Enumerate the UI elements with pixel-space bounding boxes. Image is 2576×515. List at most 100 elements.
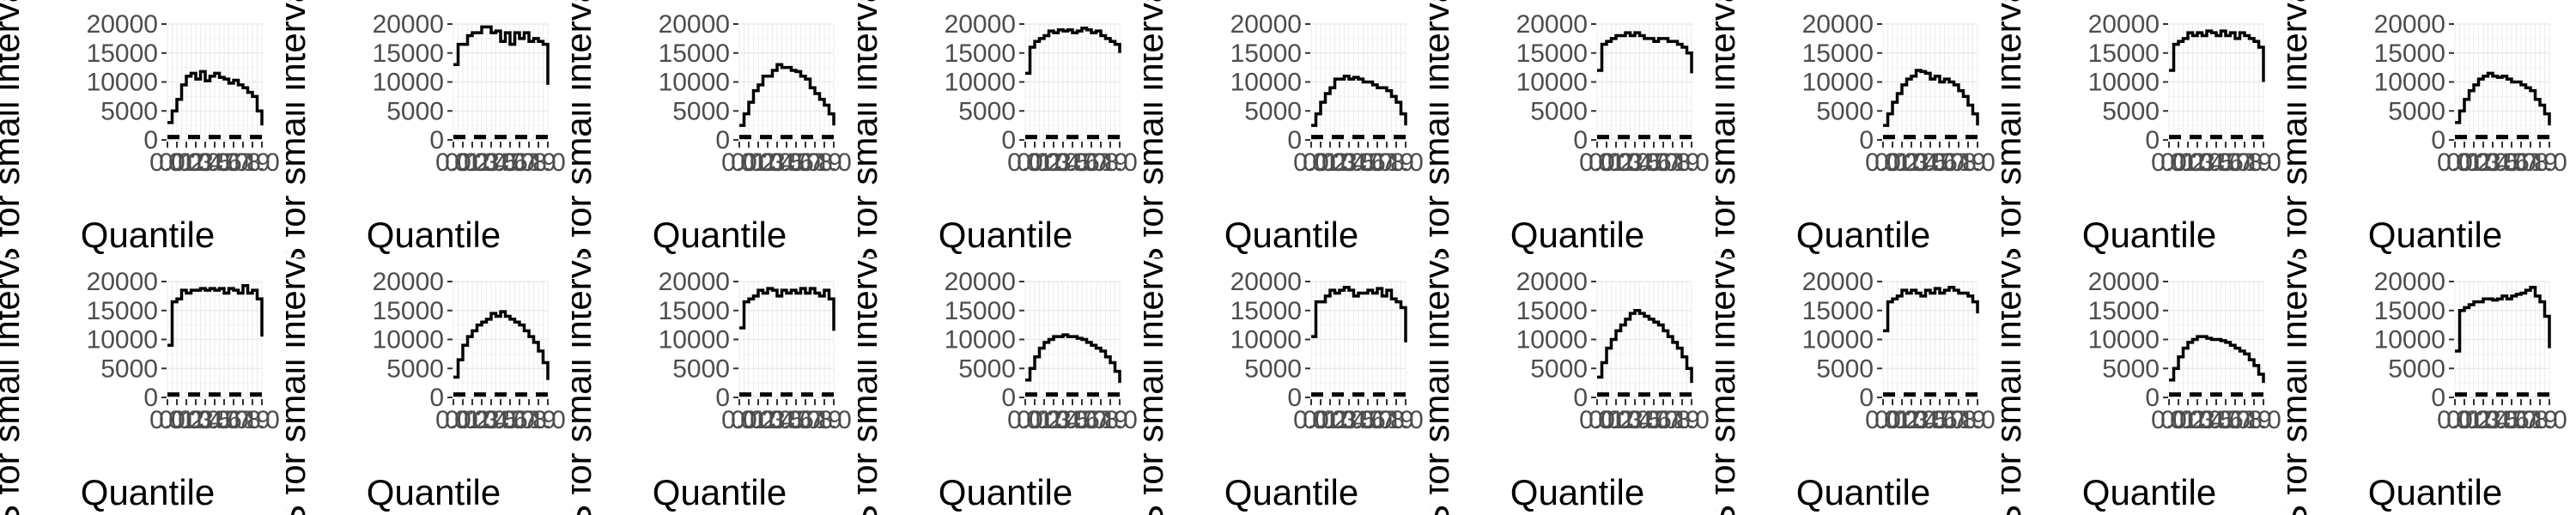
- x-tick-label: 0.6: [206, 406, 242, 434]
- x-tick-label: 1.0: [2245, 406, 2281, 434]
- y-tick-label: 20000: [2088, 10, 2160, 39]
- y-tick-label: 15000: [2088, 39, 2160, 68]
- x-tick-label: 0.8: [1941, 406, 1977, 434]
- y-tick-label: 5000: [1816, 97, 1874, 125]
- x-tick-label: 0.0: [721, 406, 757, 434]
- x-tick-label: 0.7: [1359, 406, 1395, 434]
- x-tick-label: 0.5: [1054, 406, 1091, 434]
- x-tick-label: 0.1: [159, 406, 195, 434]
- y-tick-label: 5000: [1244, 354, 1302, 383]
- x-tick-label: 0.4: [759, 148, 795, 177]
- x-tick-label: 0.2: [454, 148, 490, 177]
- x-tick-label: 0.9: [2522, 406, 2558, 434]
- x-tick-label: 1.0: [816, 406, 852, 434]
- x-tick-label: 0.1: [445, 406, 481, 434]
- y-tick-label: 10000: [2374, 69, 2445, 97]
- x-tick-label: 0.1: [1589, 148, 1625, 177]
- x-tick-label: 0.9: [2236, 406, 2272, 434]
- y-tick-label: 0: [1859, 126, 1874, 154]
- x-tick-label: 0.9: [806, 406, 842, 434]
- y-tick-label: 0: [1573, 126, 1588, 154]
- x-tick-label: 0.1: [1874, 406, 1911, 434]
- y-tick-label: 20000: [373, 268, 444, 296]
- y-tick-label: 20000: [945, 268, 1016, 296]
- x-tick-label: 0.6: [1064, 406, 1100, 434]
- x-tick-label: 0.8: [225, 406, 261, 434]
- x-tick-label: 0.7: [2217, 406, 2253, 434]
- x-tick-label: 0.7: [787, 148, 823, 177]
- y-tick-label: 5000: [958, 354, 1016, 383]
- y-tick-label: 15000: [1802, 297, 1874, 325]
- rss-series-line: [2455, 286, 2551, 353]
- x-tick-label: 0.7: [216, 406, 252, 434]
- chart-panel: 0 5000 10000 15000 20000 0.0 0.1 0.2 0.3 0.4 0.5 0.…: [1716, 258, 2002, 515]
- chart-panel: 0 5000 10000 15000 20000 0.0 0.1 0.2 0.3 0.4 0.5 0.…: [858, 0, 1144, 258]
- x-tick-label: 0.8: [1655, 148, 1691, 177]
- x-tick-label: 0.6: [1636, 148, 1672, 177]
- x-tick-label: 0.8: [1083, 148, 1119, 177]
- x-tick-label: 0.6: [1064, 148, 1100, 177]
- y-tick-label: 20000: [659, 10, 730, 39]
- x-tick-label: 0.4: [473, 406, 509, 434]
- y-tick-label: 5000: [1816, 354, 1874, 383]
- x-tick-label: 0.7: [2503, 148, 2539, 177]
- x-tick-label: 0.0: [1865, 148, 1901, 177]
- x-tick-label: 0.3: [178, 406, 214, 434]
- y-axis-label-text: RSS for small intervals: [0, 258, 27, 515]
- x-tick-label: 0.3: [2179, 406, 2215, 434]
- x-tick-label: 0.4: [1903, 406, 1939, 434]
- x-tick-label: 0.8: [511, 406, 547, 434]
- chart-panel: 0 5000 10000 15000 20000 0.0 0.1 0.2 0.3 0.4 0.5 0.…: [1144, 0, 1430, 258]
- x-tick-label: 0.3: [1321, 406, 1358, 434]
- chart-panel: 0 5000 10000 15000 20000 0.0 0.1 0.2 0.3 0.4 0.5 0.…: [858, 258, 1144, 515]
- x-tick-label: 0.9: [234, 406, 270, 434]
- x-tick-label: 0.0: [149, 406, 185, 434]
- y-tick-label: 20000: [659, 268, 730, 296]
- y-tick-label: 10000: [1230, 69, 1302, 97]
- chart-panel: 0 5000 10000 15000 20000 0.0 0.1 0.2 0.3 0.4 0.5 0.…: [1716, 0, 2002, 258]
- x-axis-label: Quantile: [652, 215, 787, 255]
- x-tick-label: 0.6: [778, 148, 814, 177]
- y-tick-label: 15000: [2374, 39, 2445, 68]
- y-tick-label: 15000: [2088, 297, 2160, 325]
- x-tick-label: 0.1: [731, 148, 767, 177]
- x-tick-label: 0.4: [1331, 406, 1367, 434]
- x-tick-label: 0.5: [197, 406, 233, 434]
- y-tick-label: 20000: [1802, 268, 1874, 296]
- x-tick-label: 0.4: [187, 406, 223, 434]
- y-tick-label: 15000: [373, 297, 444, 325]
- x-tick-label: 0.5: [2484, 148, 2520, 177]
- y-tick-label: 15000: [1516, 297, 1588, 325]
- x-tick-label: 0.8: [1083, 406, 1119, 434]
- rss-series-line: [1025, 333, 1121, 384]
- x-tick-label: 0.7: [216, 148, 252, 177]
- x-tick-label: 0.5: [483, 406, 519, 434]
- x-tick-label: 0.0: [2151, 406, 2187, 434]
- y-tick-label: 0: [1001, 384, 1016, 412]
- x-tick-label: 0.5: [1626, 148, 1662, 177]
- x-tick-label: 0.0: [1293, 406, 1329, 434]
- x-tick-label: 0.9: [1092, 406, 1128, 434]
- x-axis-label: Quantile: [1510, 215, 1645, 255]
- rss-series-line: [453, 25, 550, 85]
- y-tick-label: 5000: [2102, 97, 2160, 125]
- y-tick-label: 5000: [1530, 97, 1588, 125]
- x-tick-label: 0.2: [454, 406, 490, 434]
- y-tick-label: 5000: [2388, 354, 2445, 383]
- x-tick-label: 0.4: [187, 148, 223, 177]
- x-tick-label: 0.5: [2484, 406, 2520, 434]
- y-tick-label: 0: [1001, 126, 1016, 154]
- y-tick-label: 0: [715, 126, 730, 154]
- y-tick-label: 5000: [2388, 97, 2445, 125]
- x-tick-label: 0.4: [1331, 148, 1367, 177]
- x-tick-label: 0.8: [1369, 148, 1405, 177]
- chart-panel: 0 5000 10000 15000 20000 0.0 0.1 0.2 0.3 0.4 0.5 0.…: [2002, 0, 2287, 258]
- x-tick-label: 0.8: [797, 406, 833, 434]
- x-tick-label: 1.0: [1388, 148, 1424, 177]
- x-axis-label: Quantile: [1510, 472, 1645, 512]
- chart-panel: 0 5000 10000 15000 20000 0.0 0.1 0.2 0.3 0.4 0.5 0.…: [2287, 258, 2573, 515]
- y-axis-label-text: RSS for small intervals: [1430, 258, 1456, 515]
- x-tick-label: 0.4: [1617, 148, 1653, 177]
